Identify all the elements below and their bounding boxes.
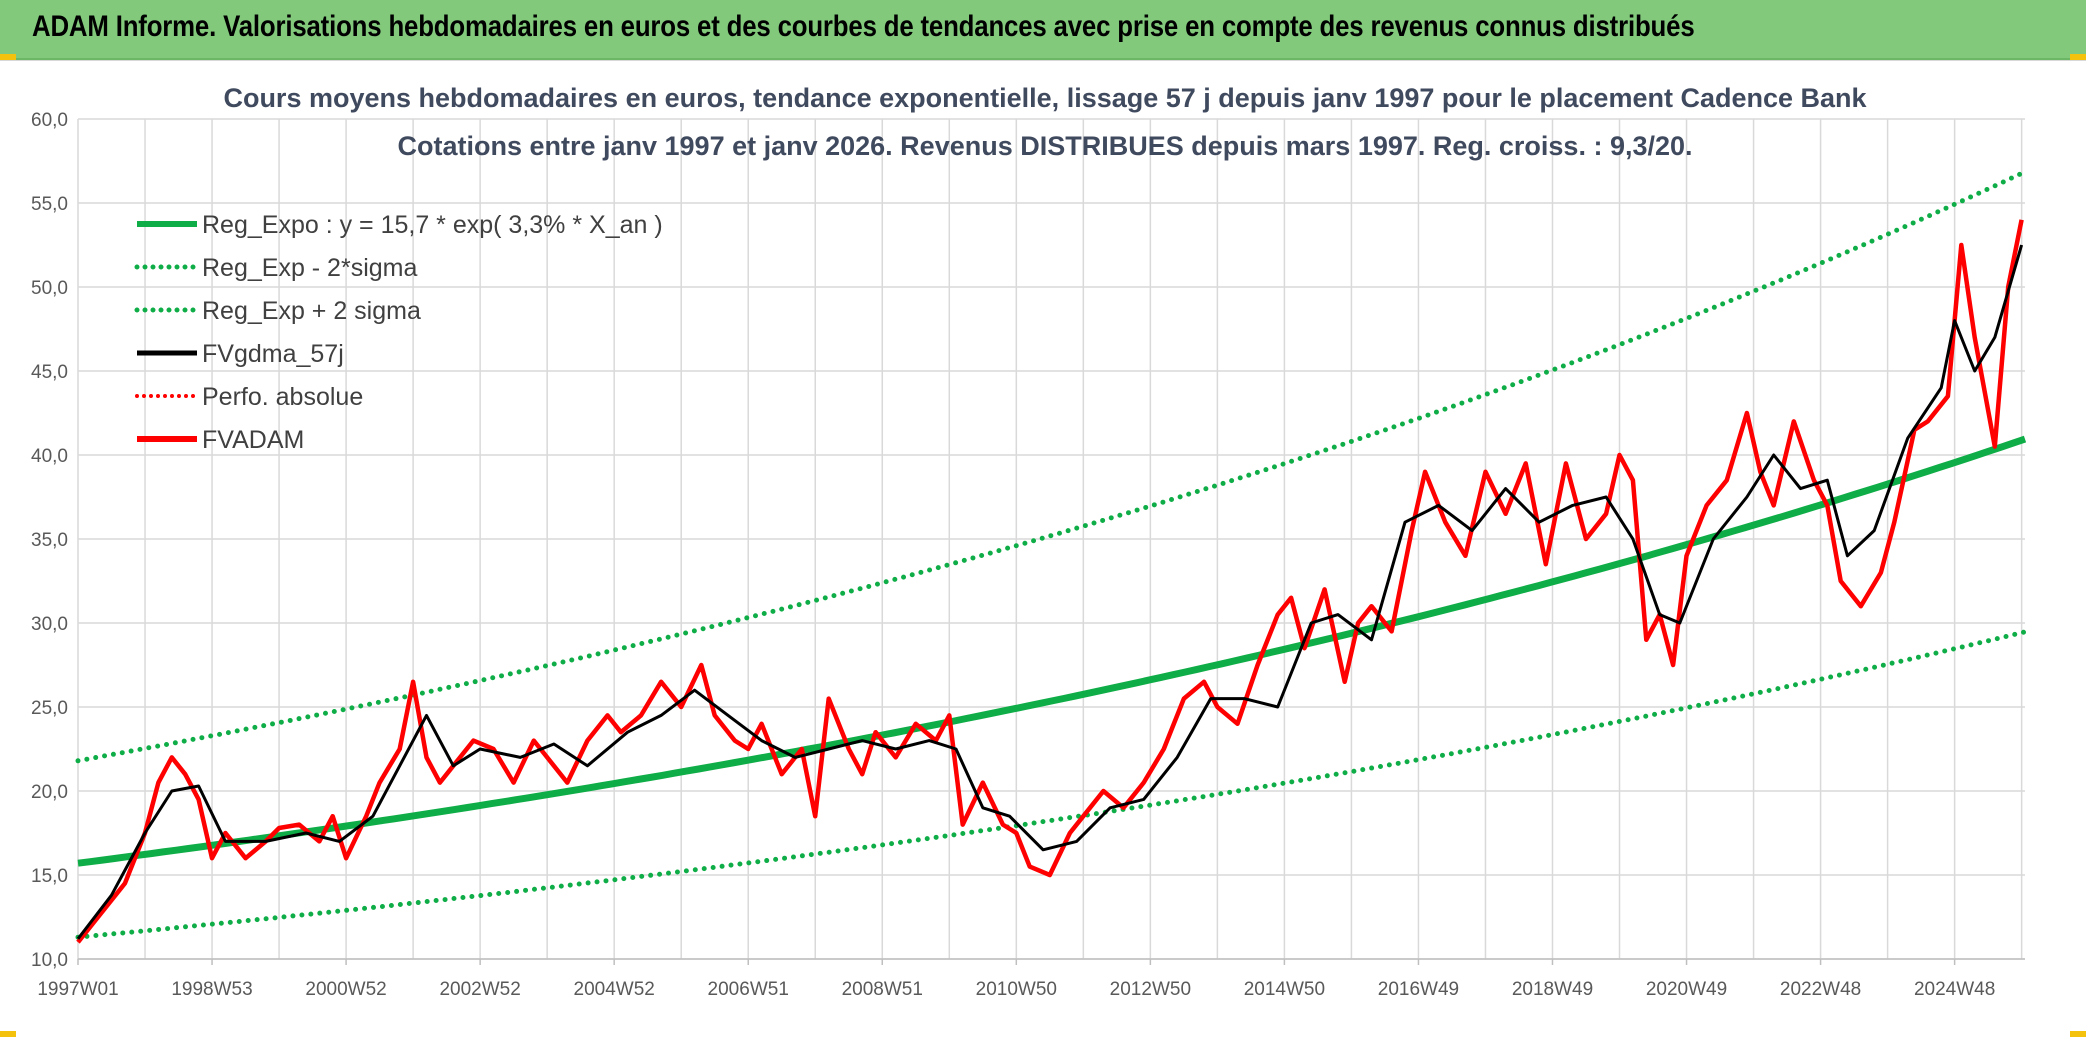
y-tick-label: 55,0 — [31, 194, 68, 215]
x-tick-label: 1997W01 — [37, 979, 118, 1000]
corner-mark-bottom-right — [2070, 1031, 2086, 1037]
legend-label-reg-minus: Reg_Exp - 2*sigma — [202, 254, 417, 282]
legend-label-reg-plus: Reg_Exp + 2 sigma — [202, 297, 421, 325]
legend-label-perfo: Perfo. absolue — [202, 383, 363, 411]
valuation-line-chart: Cours moyens hebdomadaires en euros, ten… — [31, 83, 2028, 1000]
reg-exp-minus-2sigma-line — [75, 629, 2028, 940]
report-banner: ADAM Informe. Valorisations hebdomadaire… — [0, 0, 2086, 60]
y-tick-label: 15,0 — [31, 866, 68, 887]
y-tick-label: 30,0 — [31, 614, 68, 635]
chart-frame: Cours moyens hebdomadaires en euros, ten… — [0, 60, 2086, 1038]
x-tick-label: 2006W51 — [708, 979, 789, 1000]
reg-exp-plus-2sigma-line — [75, 169, 2028, 764]
x-tick-label: 2018W49 — [1512, 979, 1593, 1000]
y-tick-label: 35,0 — [31, 530, 68, 551]
fvgdma-57j-line — [76, 244, 2024, 940]
x-tick-label: 2020W49 — [1646, 979, 1727, 1000]
y-tick-label: 45,0 — [31, 362, 68, 383]
legend-label-fvgdma: FVgdma_57j — [202, 340, 344, 368]
report-title: ADAM Informe. Valorisations hebdomadaire… — [32, 10, 1695, 43]
reg-expo-line — [77, 435, 2027, 867]
y-tick-label: 10,0 — [31, 950, 68, 971]
x-tick-label: 2012W50 — [1110, 979, 1191, 1000]
x-tick-label: 2002W52 — [439, 979, 520, 1000]
x-tick-label: 2008W51 — [842, 979, 923, 1000]
series-layer — [75, 169, 2028, 944]
chart-title-line2: Cotations entre janv 1997 et janv 2026. … — [397, 131, 1692, 161]
y-tick-label: 60,0 — [31, 110, 68, 131]
fvadam-line — [76, 219, 2024, 944]
axis-layer: 10,0 15,0 20,0 25,0 30,0 35,0 40,0 45,0 50,0 55,0… — [31, 110, 2025, 1000]
y-tick-label: 20,0 — [31, 782, 68, 803]
legend-label-fvadam: FVADAM — [202, 426, 304, 454]
x-tick-label: 2014W50 — [1244, 979, 1325, 1000]
x-tick-label: 2004W52 — [574, 979, 655, 1000]
x-tick-label: 1998W53 — [171, 979, 252, 1000]
y-tick-label: 40,0 — [31, 446, 68, 467]
y-tick-label: 25,0 — [31, 698, 68, 719]
chart-legend: Reg_Expo : y = 15,7 * exp( 3,3% * X_an )… — [134, 211, 663, 454]
corner-mark-right — [2070, 54, 2086, 60]
x-tick-label: 2010W50 — [976, 979, 1057, 1000]
x-tick-label: 2000W52 — [305, 979, 386, 1000]
grid-layer — [77, 118, 2025, 960]
legend-label-reg-expo: Reg_Expo : y = 15,7 * exp( 3,3% * X_an ) — [202, 211, 663, 239]
chart-title-line1: Cours moyens hebdomadaires en euros, ten… — [223, 83, 1867, 113]
y-tick-label: 50,0 — [31, 278, 68, 299]
x-tick-label: 2024W48 — [1914, 979, 1995, 1000]
corner-mark-left — [0, 54, 16, 60]
x-tick-label: 2016W49 — [1378, 979, 1459, 1000]
x-tick-label: 2022W48 — [1780, 979, 1861, 1000]
corner-mark-bottom-left — [0, 1031, 16, 1037]
